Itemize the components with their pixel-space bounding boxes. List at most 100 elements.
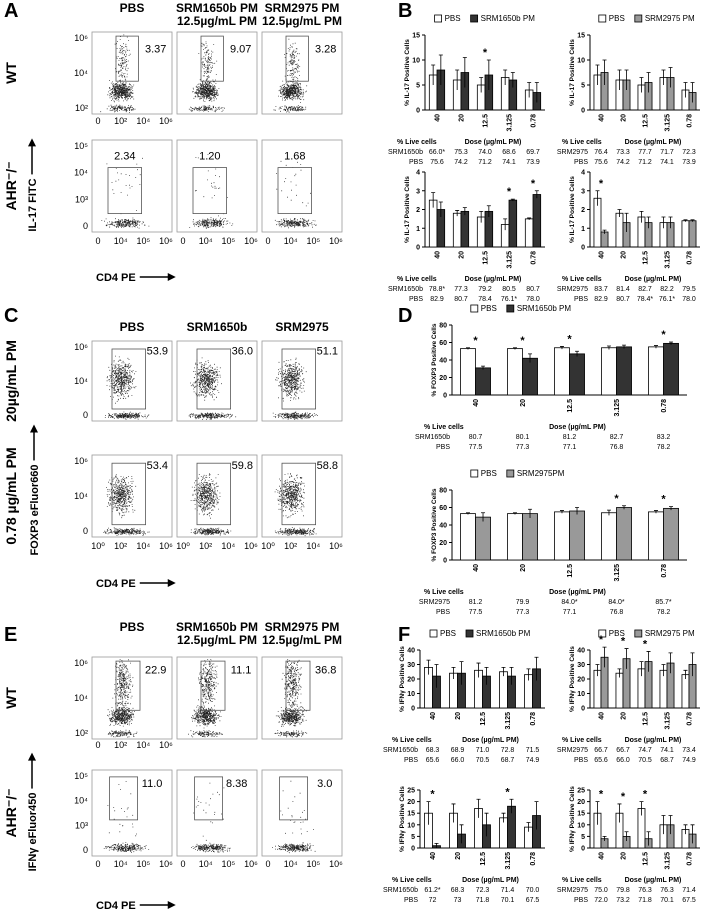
error-bar [534, 801, 539, 830]
gate-percent: 1.68 [284, 151, 305, 163]
gate-percent: 53.4 [147, 460, 168, 472]
y-tick-label: 20 [407, 677, 415, 684]
error-bar [602, 229, 607, 234]
column-header: SRM1650b PM [176, 1, 258, 15]
x-tick-label: 3.125 [665, 852, 672, 870]
significance-mark: * [661, 329, 666, 341]
y-tick-label: 20 [439, 375, 447, 382]
y-tick-label: 0 [581, 846, 585, 853]
table-cell: 66.0 [616, 757, 630, 764]
x-tick-label: 20 [520, 399, 527, 407]
legend-label: PBS [481, 469, 497, 478]
table-cell: 70.1 [660, 897, 674, 904]
bar [499, 671, 508, 709]
y-tick-label: 0 [83, 845, 88, 855]
table-title: % Live cells [424, 589, 464, 596]
bar [616, 507, 632, 561]
error-bar [455, 69, 460, 90]
x-tick-label: 10⁴ [221, 541, 235, 551]
y-tick-label: 10⁴ [74, 693, 88, 703]
table-cell: 66.7 [594, 747, 608, 754]
x-tick-label: 40 [599, 852, 606, 860]
bar [663, 342, 679, 396]
column-header: PBS [120, 320, 145, 334]
y-tick-label: 15 [412, 33, 420, 40]
y-tick-label: 2 [416, 207, 420, 214]
table-title: % Live cells [424, 424, 464, 431]
gate-percent: 3.37 [145, 43, 166, 55]
x-tick-label: 10⁴ [136, 740, 150, 750]
x-tick-label: 3.125 [614, 564, 621, 582]
table-cell: 79.9 [516, 599, 530, 606]
table-cell: 78.0 [682, 296, 696, 303]
significance-mark: * [599, 634, 604, 646]
event-cloud [104, 355, 150, 420]
x-tick-label: 3.125 [505, 712, 512, 730]
error-bar [479, 77, 484, 93]
legend-label: SRM1650b PM [476, 629, 531, 638]
arrow-head [167, 579, 176, 587]
x-tick-label: 10⁶ [244, 859, 258, 869]
gate [115, 660, 141, 711]
x-tick-label: 10⁵ [136, 236, 150, 246]
y-tick-label: 20 [577, 677, 585, 684]
table-cell: 68.7 [660, 757, 674, 764]
table-cell: 72 [429, 897, 437, 904]
table-row-label: PBS [574, 897, 588, 904]
table-cell: 80.7 [526, 286, 540, 293]
table-cell: 85.7* [655, 599, 672, 606]
event-cloud [188, 357, 237, 420]
error-bar [595, 664, 600, 677]
table-cell: 71.4 [501, 887, 515, 894]
error-bar [668, 652, 673, 674]
y-axis-label: % IFNγ Positive Cells [399, 646, 406, 712]
table-cell: 82.9 [594, 296, 608, 303]
table-cell: 71.0 [476, 747, 490, 754]
x-tick-label: 3.125 [614, 399, 621, 417]
arrow-head [28, 138, 36, 147]
error-bar [668, 67, 673, 88]
error-bar [661, 664, 666, 677]
x-tick-label: 12.5 [643, 712, 650, 726]
y-tick-label: 10² [75, 103, 88, 113]
legend-label: SRM1650b PM [517, 304, 572, 313]
y-tick-label: 20 [577, 799, 585, 806]
gate [107, 167, 142, 215]
x-tick-label: 3.125 [665, 114, 672, 132]
row-label: AHR⁻/⁻ [3, 789, 19, 838]
y-axis-label: % IFNγ Positive Cells [569, 646, 576, 712]
plot-frame [91, 454, 173, 538]
table-row-label: PBS [404, 757, 418, 764]
x-tick-label: 10⁰ [91, 541, 105, 551]
error-bar [479, 210, 484, 223]
y-axis-label: % IFNγ Positive Cells [399, 786, 406, 852]
gate-percent: 51.1 [317, 346, 338, 358]
x-tick-label: 3.125 [507, 251, 514, 269]
error-bar [534, 656, 539, 681]
table-title: % Live cells [562, 737, 602, 744]
y-tick-label: 0 [416, 245, 420, 252]
x-tick-label: 0 [95, 859, 100, 869]
table-cell: 71.2 [638, 159, 652, 166]
gate [194, 776, 224, 821]
table-cell: 84.0* [608, 599, 625, 606]
table-subtitle: Dose (µg/mL PM) [549, 424, 606, 431]
event-cloud [274, 473, 317, 537]
table-cell: 73.4 [682, 747, 696, 754]
legend-label: PBS [609, 14, 625, 23]
table-cell: 68.9 [451, 747, 465, 754]
x-tick-label: 0 [180, 859, 185, 869]
gate-percent: 3.0 [317, 778, 332, 790]
arrow-head [30, 424, 38, 433]
x-tick-label: 3.125 [505, 852, 512, 870]
x-tick-label: 0.78 [687, 114, 694, 128]
y-tick-label: 10 [412, 58, 420, 65]
y-tick-label: 80 [439, 323, 447, 330]
legend-swatch [465, 629, 474, 638]
gate [200, 660, 226, 711]
error-bar [465, 512, 470, 515]
error-bar [510, 198, 515, 202]
significance-mark: * [614, 493, 619, 505]
table-cell: 74.1 [660, 159, 674, 166]
bar [615, 212, 624, 248]
